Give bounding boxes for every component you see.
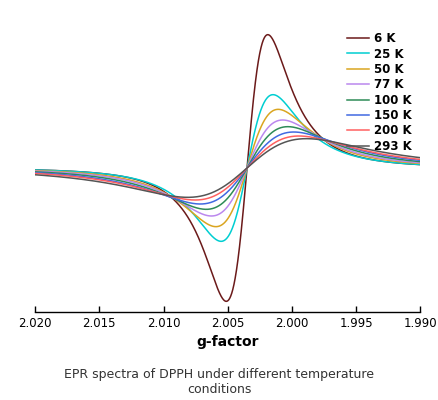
77 K: [7, 168, 12, 173]
25 K: [219, 239, 224, 244]
200 K: [7, 170, 12, 174]
77 K: [174, 198, 180, 202]
100 K: [82, 173, 88, 178]
50 K: [193, 213, 198, 218]
Line: 293 K: 293 K: [9, 139, 438, 197]
77 K: [82, 172, 88, 177]
200 K: [193, 198, 198, 202]
6 K: [174, 200, 180, 205]
77 K: [57, 170, 62, 175]
150 K: [435, 160, 438, 164]
200 K: [435, 159, 438, 164]
200 K: [174, 195, 180, 200]
Line: 77 K: 77 K: [9, 120, 438, 216]
6 K: [388, 160, 393, 165]
293 K: [435, 157, 438, 162]
77 K: [280, 118, 285, 122]
293 K: [7, 171, 12, 176]
150 K: [193, 201, 198, 206]
150 K: [7, 169, 12, 174]
50 K: [57, 169, 62, 174]
150 K: [388, 154, 393, 159]
293 K: [82, 177, 88, 182]
25 K: [82, 170, 88, 174]
50 K: [276, 107, 281, 112]
6 K: [224, 299, 229, 304]
150 K: [57, 172, 62, 177]
293 K: [193, 194, 198, 199]
150 K: [82, 174, 88, 179]
150 K: [198, 202, 203, 206]
Text: EPR spectra of DPPH under different temperature
conditions: EPR spectra of DPPH under different temp…: [64, 368, 374, 396]
25 K: [57, 168, 62, 173]
6 K: [193, 229, 198, 234]
100 K: [435, 161, 438, 166]
50 K: [213, 224, 219, 229]
50 K: [174, 198, 180, 203]
150 K: [291, 130, 297, 134]
77 K: [193, 208, 198, 213]
6 K: [82, 170, 88, 174]
200 K: [82, 176, 88, 180]
100 K: [174, 198, 180, 202]
25 K: [193, 214, 198, 219]
Line: 200 K: 200 K: [9, 136, 438, 200]
100 K: [193, 205, 198, 210]
100 K: [388, 156, 393, 161]
77 K: [209, 214, 214, 218]
200 K: [388, 153, 393, 158]
50 K: [388, 158, 393, 163]
293 K: [185, 195, 190, 200]
Line: 25 K: 25 K: [9, 95, 438, 241]
6 K: [265, 32, 270, 37]
50 K: [435, 162, 438, 167]
77 K: [435, 162, 438, 166]
100 K: [7, 168, 12, 173]
X-axis label: g-factor: g-factor: [197, 336, 259, 350]
100 K: [204, 207, 209, 212]
25 K: [388, 160, 393, 165]
25 K: [270, 92, 276, 97]
Line: 100 K: 100 K: [9, 127, 438, 209]
Legend: 6 K, 25 K, 50 K, 77 K, 100 K, 150 K, 200 K, 293 K: 6 K, 25 K, 50 K, 77 K, 100 K, 150 K, 200…: [345, 30, 415, 155]
6 K: [57, 168, 62, 173]
100 K: [57, 171, 62, 176]
25 K: [7, 167, 12, 172]
Line: 6 K: 6 K: [9, 35, 438, 301]
200 K: [296, 134, 301, 138]
200 K: [57, 173, 62, 178]
Line: 50 K: 50 K: [9, 109, 438, 227]
150 K: [174, 197, 180, 202]
25 K: [174, 196, 180, 200]
293 K: [304, 136, 309, 141]
6 K: [435, 163, 438, 168]
50 K: [82, 171, 88, 176]
293 K: [57, 174, 62, 179]
100 K: [285, 124, 290, 129]
293 K: [388, 151, 393, 156]
77 K: [388, 157, 393, 162]
6 K: [7, 167, 12, 172]
25 K: [435, 163, 438, 168]
Line: 150 K: 150 K: [9, 132, 438, 204]
293 K: [174, 194, 180, 199]
50 K: [7, 168, 12, 172]
200 K: [192, 198, 198, 202]
